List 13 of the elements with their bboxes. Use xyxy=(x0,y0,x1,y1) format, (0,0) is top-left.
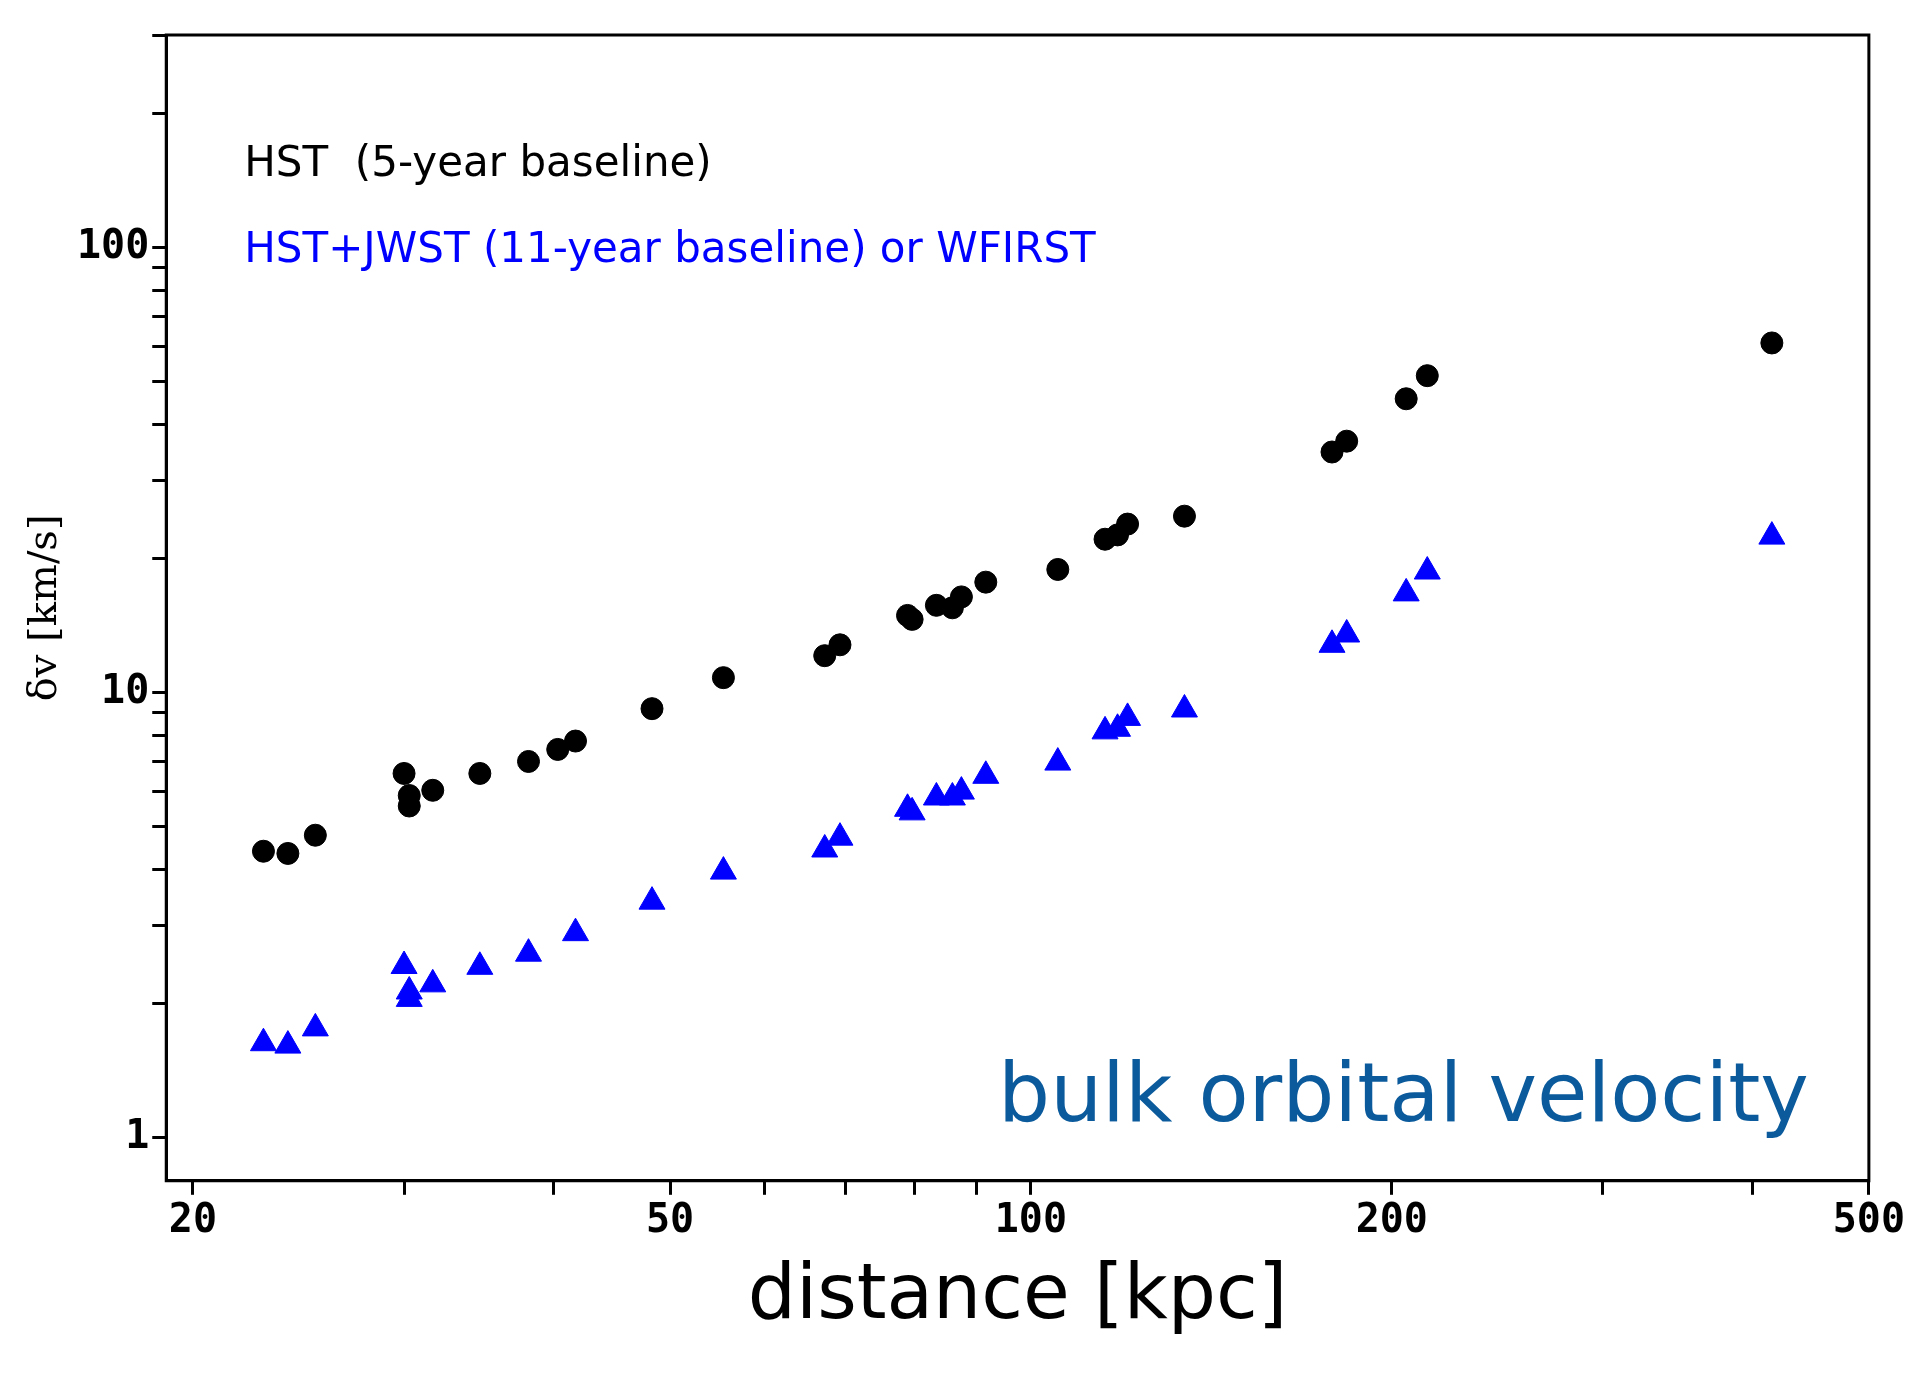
x-tick-label: 50 xyxy=(645,1195,695,1242)
x-tick-label: 200 xyxy=(1355,1195,1428,1242)
text: HST (5-year baseline) xyxy=(244,136,712,186)
y-tick-label: 10 xyxy=(101,665,150,712)
y-tick-label: 1 xyxy=(125,1111,150,1158)
text: HST+JWST (11-year baseline) or WFIRST xyxy=(244,222,1097,272)
x-axis-title: distance [kpc] xyxy=(747,1247,1288,1337)
y-tick-label: 100 xyxy=(77,220,150,267)
x-tick-label: 100 xyxy=(994,1195,1068,1242)
x-tick-label: 20 xyxy=(168,1195,218,1242)
annotation: bulk orbital velocity xyxy=(998,1044,1809,1140)
y-axis-title: δv [km/s] xyxy=(19,514,66,702)
x-tick-label: 500 xyxy=(1832,1195,1905,1242)
